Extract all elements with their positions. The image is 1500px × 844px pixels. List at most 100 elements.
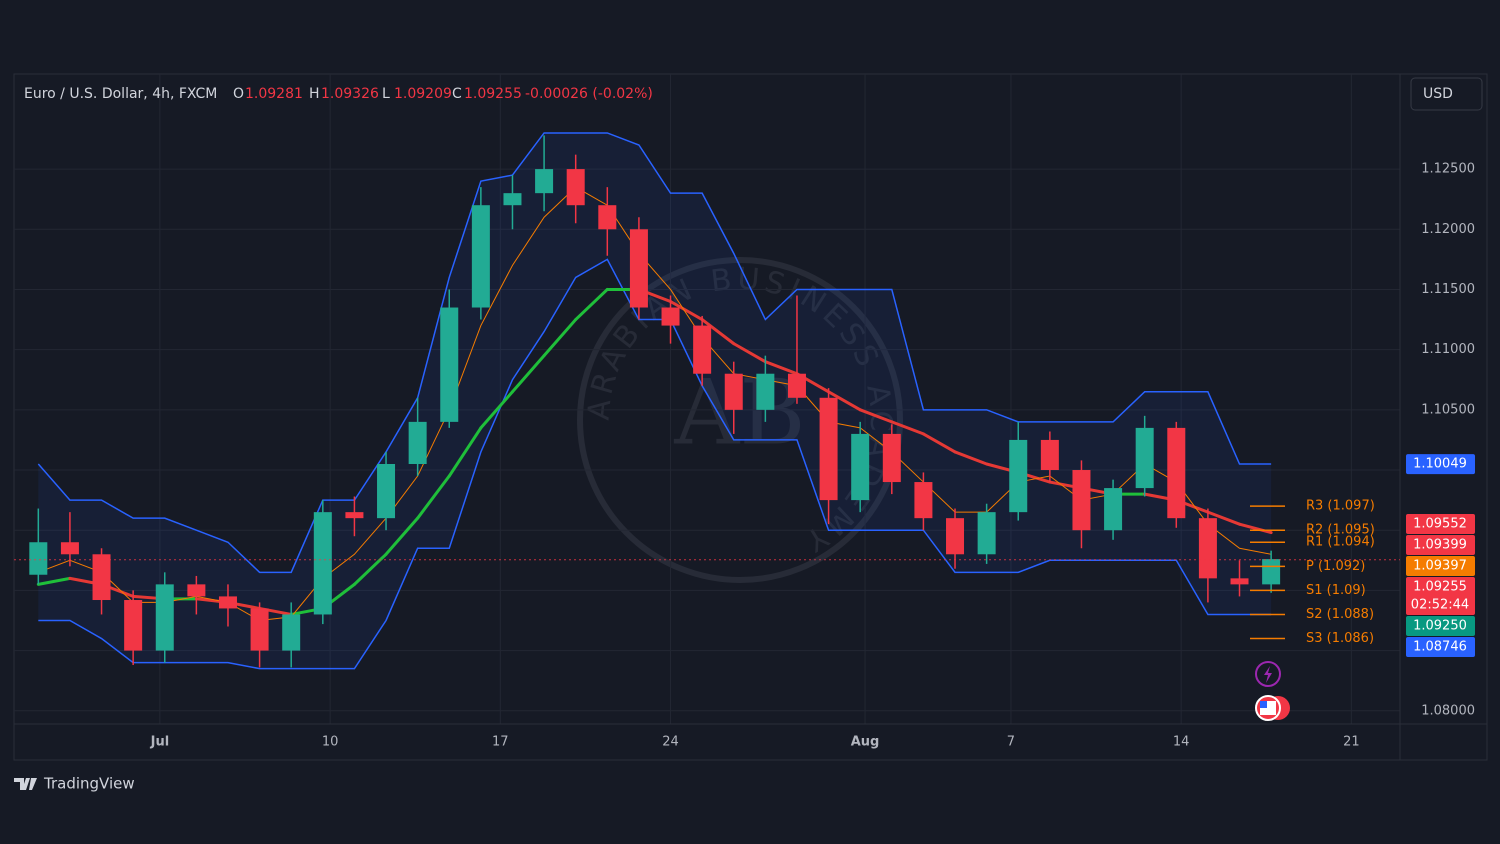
moving-average-segment (953, 450, 989, 466)
brand: TradingView (43, 775, 135, 793)
candle-body (1198, 518, 1217, 579)
ohlc-value: 1.09326 (321, 86, 379, 102)
lightning-icon[interactable] (1255, 661, 1281, 687)
ohlc-label: L (382, 86, 390, 102)
grid (14, 74, 1400, 724)
candle-body (282, 614, 301, 651)
candle-body (629, 229, 648, 308)
candle-body (1040, 439, 1059, 471)
countdown: 02:52:44 (1411, 597, 1469, 612)
y-tick-label: 1.12500 (1421, 162, 1475, 177)
candle-body (977, 512, 996, 555)
candle-body (946, 518, 965, 555)
candle-body (1009, 439, 1028, 513)
moving-average-segment (890, 420, 925, 436)
candle-body (408, 421, 427, 464)
candle-body (345, 512, 364, 519)
moving-average-segment (669, 300, 704, 322)
candle-body (1104, 488, 1123, 531)
x-tick-label: 24 (662, 735, 679, 750)
currency: USD (1423, 86, 1453, 102)
x-tick-label: 14 (1173, 735, 1190, 750)
ohlc-value: 1.09255 (464, 86, 522, 102)
moving-average-segment (510, 354, 546, 394)
candle-body (377, 464, 396, 519)
x-tick-label: Jul (150, 735, 170, 750)
candle-body (1135, 427, 1154, 489)
candle-body (756, 373, 775, 410)
moving-average-segment (384, 516, 420, 556)
x-tick-label: 10 (322, 735, 339, 750)
price-tag (1406, 636, 1475, 657)
candle-body (693, 325, 712, 374)
candle-body (503, 193, 522, 206)
ohlc-value: 1.09281 (245, 86, 303, 102)
candle-body (29, 542, 48, 575)
x-tick-label: Aug (851, 735, 880, 750)
y-tick-label: 1.08000 (1421, 703, 1475, 718)
candle-body (124, 600, 143, 651)
currency-button[interactable] (1410, 77, 1483, 111)
candle-body (1262, 559, 1281, 585)
x-tick-label: 17 (492, 735, 509, 750)
price-tag-label: 1.09397 (1413, 558, 1467, 573)
moving-average (38, 186, 1272, 621)
candle-body (661, 307, 680, 326)
tradingview-logo (14, 778, 37, 790)
moving-average-segment (36, 576, 72, 586)
candle-body (882, 433, 901, 483)
candle-body (566, 169, 585, 206)
x-tick-label: 21 (1343, 735, 1360, 750)
moving-average-segment (479, 390, 514, 430)
lightning-glyph (1264, 666, 1272, 683)
candle-body (60, 542, 79, 555)
ohlc-value: 1.09209 (394, 86, 452, 102)
x-tick-label: 7 (1007, 735, 1015, 750)
watermark-ring (577, 257, 903, 583)
candle-body (819, 397, 838, 501)
channel-upper (37, 132, 1272, 574)
price-tag-label: 1.09250 (1413, 618, 1467, 633)
candle-body (218, 596, 237, 609)
moving-average-segment (574, 287, 609, 322)
moving-average-segment (1238, 522, 1273, 535)
pivot-label: R3 (1.097) (1306, 499, 1375, 514)
moving-average-segment (763, 360, 799, 376)
candle-body (250, 608, 269, 651)
price-tag (1406, 615, 1475, 636)
price-tag-label: 1.09552 (1413, 516, 1467, 531)
price-tag-label: 1.10049 (1413, 457, 1467, 472)
event-icons (1255, 661, 1290, 721)
candle-body (724, 373, 743, 410)
logo-mark (14, 778, 37, 790)
moving-average-segment (700, 318, 736, 346)
candle-body (787, 373, 806, 398)
price-tag (1406, 555, 1475, 576)
change: -0.00026 (-0.02%) (525, 86, 653, 102)
price-tag (1406, 534, 1475, 555)
price-tag-label: 1.09255 (1413, 579, 1467, 594)
pivot-label: R2 (1.095) (1306, 523, 1375, 538)
candle-body (851, 433, 870, 501)
moving-average-segment (732, 342, 767, 364)
price-tag (1406, 454, 1475, 475)
candle-body (471, 205, 490, 308)
pivot-label: R1 (1.094) (1306, 535, 1375, 550)
y-tick-label: 1.10500 (1421, 402, 1475, 417)
moving-average-segment (827, 390, 862, 412)
candle-body (1167, 427, 1186, 519)
ohlc-label: C (452, 86, 462, 102)
moving-average-segment (858, 408, 894, 424)
moving-average-segment (447, 426, 483, 478)
price-tag (1406, 576, 1475, 615)
y-tick-label: 1.12000 (1421, 222, 1475, 237)
pivot-label: P (1.092) (1306, 559, 1365, 574)
pivot-label: S2 (1.088) (1306, 607, 1374, 622)
y-tick-label: 1.11000 (1421, 342, 1475, 357)
candle-body (914, 482, 933, 519)
candle-body (535, 169, 554, 194)
moving-average-segment (416, 474, 451, 520)
candle-body (440, 307, 459, 422)
